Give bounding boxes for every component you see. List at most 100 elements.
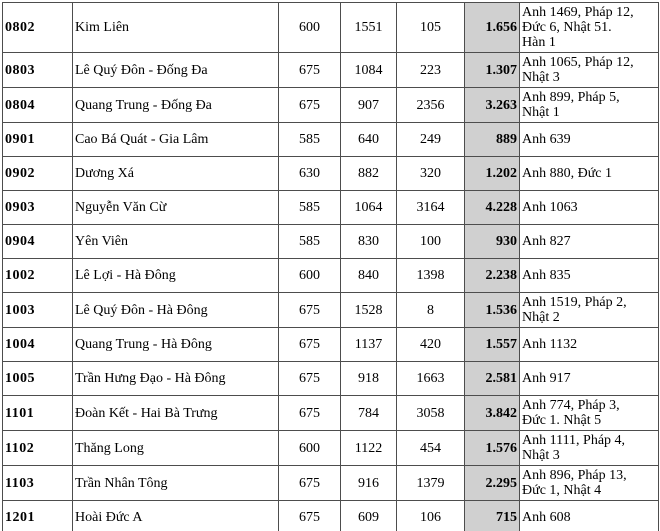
- cell-school-name: Dương Xá: [72, 156, 279, 191]
- cell-number-3: 1379: [396, 465, 465, 501]
- cell-school-name: Kim Liên: [72, 2, 279, 53]
- cell-languages: Anh 1065, Pháp 12, Nhật 3: [519, 52, 659, 88]
- table-row: 0803 Lê Quý Đôn - Đống Đa 675 1084 223 1…: [2, 52, 659, 88]
- cell-total: 1.576: [464, 430, 520, 466]
- cell-total: 3.842: [464, 395, 520, 431]
- cell-total: 3.263: [464, 87, 520, 123]
- cell-number-3: 1663: [396, 361, 465, 396]
- cell-number-3: 3058: [396, 395, 465, 431]
- cell-school-code: 1103: [2, 465, 73, 501]
- table-row: 0804 Quang Trung - Đống Đa 675 907 2356 …: [2, 87, 659, 123]
- cell-school-code: 0901: [2, 122, 73, 157]
- table-row: 1005 Trần Hưng Đạo - Hà Đông 675 918 166…: [2, 361, 659, 396]
- cell-number-2: 840: [340, 258, 397, 293]
- cell-languages: Anh 1111, Pháp 4, Nhật 3: [519, 430, 659, 466]
- cell-number-3: 2356: [396, 87, 465, 123]
- cell-number-1: 600: [278, 258, 341, 293]
- table-row: 1102 Thăng Long 600 1122 454 1.576 Anh 1…: [2, 430, 659, 466]
- cell-number-2: 1122: [340, 430, 397, 466]
- cell-number-1: 675: [278, 327, 341, 362]
- cell-school-code: 1102: [2, 430, 73, 466]
- cell-languages: Anh 1063: [519, 190, 659, 225]
- cell-number-1: 675: [278, 87, 341, 123]
- cell-total: 930: [464, 224, 520, 259]
- cell-languages: Anh 1519, Pháp 2, Nhật 2: [519, 292, 659, 328]
- cell-school-name: Thăng Long: [72, 430, 279, 466]
- cell-number-3: 106: [396, 500, 465, 531]
- cell-number-1: 600: [278, 2, 341, 53]
- cell-number-2: 1551: [340, 2, 397, 53]
- cell-number-3: 8: [396, 292, 465, 328]
- table-row: 1003 Lê Quý Đôn - Hà Đông 675 1528 8 1.5…: [2, 292, 659, 328]
- cell-number-1: 675: [278, 292, 341, 328]
- cell-number-1: 675: [278, 500, 341, 531]
- cell-languages: Anh 774, Pháp 3, Đức 1. Nhật 5: [519, 395, 659, 431]
- cell-school-code: 1005: [2, 361, 73, 396]
- cell-number-1: 630: [278, 156, 341, 191]
- cell-school-name: Quang Trung - Hà Đông: [72, 327, 279, 362]
- cell-total: 4.228: [464, 190, 520, 225]
- cell-school-name: Trần Nhân Tông: [72, 465, 279, 501]
- table-row: 1103 Trần Nhân Tông 675 916 1379 2.295 A…: [2, 465, 659, 501]
- cell-languages: Anh 880, Đức 1: [519, 156, 659, 191]
- cell-total: 2.581: [464, 361, 520, 396]
- cell-number-2: 1084: [340, 52, 397, 88]
- cell-school-code: 1101: [2, 395, 73, 431]
- cell-number-3: 100: [396, 224, 465, 259]
- table-row: 1101 Đoàn Kết - Hai Bà Trưng 675 784 305…: [2, 395, 659, 431]
- cell-school-name: Trần Hưng Đạo - Hà Đông: [72, 361, 279, 396]
- cell-total: 2.295: [464, 465, 520, 501]
- table-row: 1004 Quang Trung - Hà Đông 675 1137 420 …: [2, 327, 659, 362]
- cell-number-1: 675: [278, 361, 341, 396]
- cell-number-1: 600: [278, 430, 341, 466]
- table-row: 0902 Dương Xá 630 882 320 1.202 Anh 880,…: [2, 156, 659, 191]
- cell-total: 2.238: [464, 258, 520, 293]
- cell-number-2: 907: [340, 87, 397, 123]
- table-row: 0901 Cao Bá Quát - Gia Lâm 585 640 249 8…: [2, 122, 659, 157]
- cell-total: 1.307: [464, 52, 520, 88]
- cell-school-code: 1201: [2, 500, 73, 531]
- cell-number-3: 223: [396, 52, 465, 88]
- cell-number-2: 640: [340, 122, 397, 157]
- cell-languages: Anh 639: [519, 122, 659, 157]
- cell-number-1: 585: [278, 190, 341, 225]
- cell-languages: Anh 896, Pháp 13, Đức 1, Nhật 4: [519, 465, 659, 501]
- cell-number-1: 585: [278, 122, 341, 157]
- cell-number-3: 454: [396, 430, 465, 466]
- cell-number-2: 1528: [340, 292, 397, 328]
- cell-total: 1.656: [464, 2, 520, 53]
- cell-school-code: 0904: [2, 224, 73, 259]
- cell-school-name: Hoài Đức A: [72, 500, 279, 531]
- cell-number-1: 675: [278, 395, 341, 431]
- cell-school-code: 0802: [2, 2, 73, 53]
- cell-school-name: Lê Quý Đôn - Đống Đa: [72, 52, 279, 88]
- cell-languages: Anh 827: [519, 224, 659, 259]
- cell-number-3: 420: [396, 327, 465, 362]
- table-row: 0802 Kim Liên 600 1551 105 1.656 Anh 146…: [2, 2, 659, 53]
- cell-school-code: 1004: [2, 327, 73, 362]
- cell-number-1: 585: [278, 224, 341, 259]
- table-row: 1201 Hoài Đức A 675 609 106 715 Anh 608: [2, 500, 659, 531]
- cell-languages: Anh 917: [519, 361, 659, 396]
- cell-school-code: 1002: [2, 258, 73, 293]
- cell-school-name: Yên Viên: [72, 224, 279, 259]
- cell-number-3: 1398: [396, 258, 465, 293]
- cell-number-2: 882: [340, 156, 397, 191]
- cell-school-name: Quang Trung - Đống Đa: [72, 87, 279, 123]
- cell-school-name: Đoàn Kết - Hai Bà Trưng: [72, 395, 279, 431]
- cell-total: 1.557: [464, 327, 520, 362]
- cell-total: 1.202: [464, 156, 520, 191]
- cell-number-3: 105: [396, 2, 465, 53]
- cell-school-code: 1003: [2, 292, 73, 328]
- cell-number-2: 1137: [340, 327, 397, 362]
- table-row: 0904 Yên Viên 585 830 100 930 Anh 827: [2, 224, 659, 259]
- cell-number-2: 830: [340, 224, 397, 259]
- cell-school-code: 0903: [2, 190, 73, 225]
- cell-number-3: 249: [396, 122, 465, 157]
- cell-total: 1.536: [464, 292, 520, 328]
- cell-total: 889: [464, 122, 520, 157]
- cell-school-code: 0902: [2, 156, 73, 191]
